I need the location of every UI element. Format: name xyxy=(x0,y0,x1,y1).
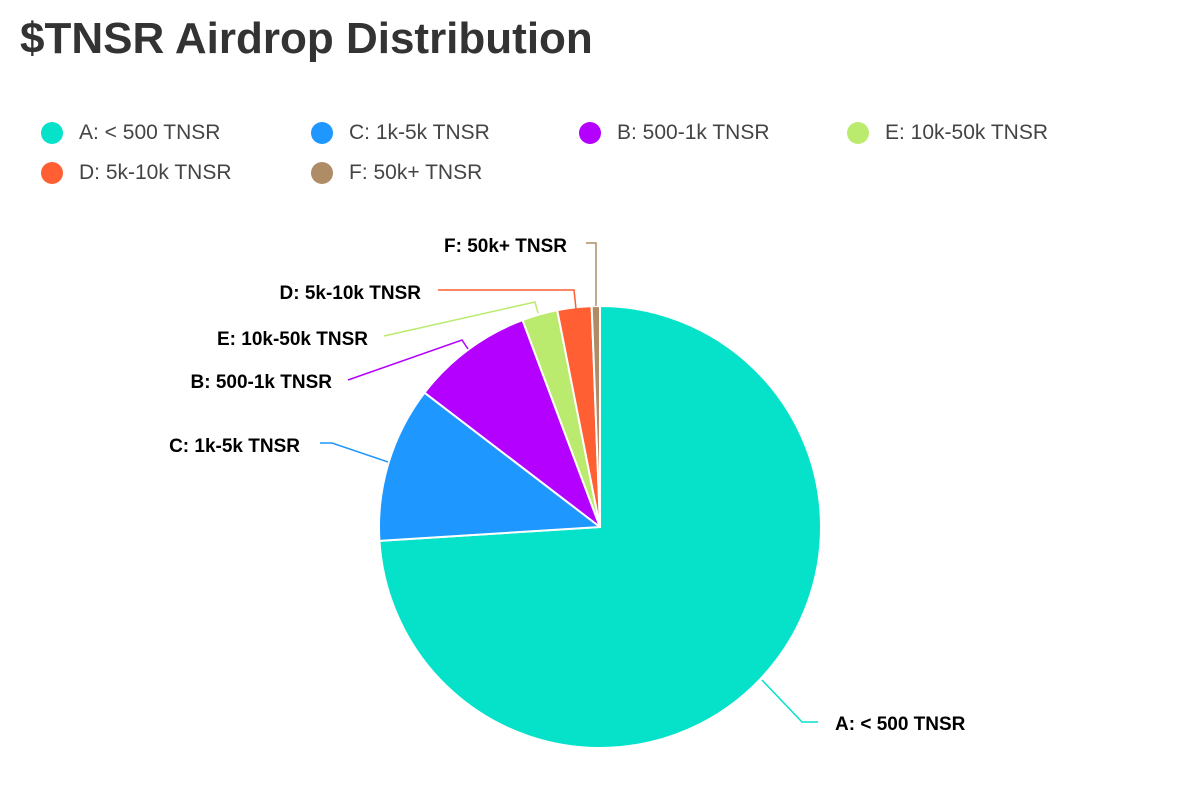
legend-swatch xyxy=(311,122,333,144)
leader-line xyxy=(383,301,539,337)
leader-line xyxy=(586,242,597,306)
legend-label: A: < 500 TNSR xyxy=(79,121,221,144)
legend-swatch xyxy=(41,162,63,184)
legend-item[interactable]: F: 50k+ TNSR xyxy=(311,161,482,185)
legend-label: D: 5k-10k TNSR xyxy=(79,161,232,184)
leader-line xyxy=(347,339,469,381)
legend-item[interactable]: C: 1k-5k TNSR xyxy=(311,121,490,145)
slice-label: D: 5k-10k TNSR xyxy=(280,283,422,304)
slice-label: A: < 500 TNSR xyxy=(835,714,966,735)
legend-swatch xyxy=(311,162,333,184)
leader-line xyxy=(438,289,577,310)
pie-slice[interactable] xyxy=(378,391,601,542)
legend-item[interactable]: D: 5k-10k TNSR xyxy=(41,161,232,185)
legend-label: C: 1k-5k TNSR xyxy=(349,121,490,144)
slice-label: C: 1k-5k TNSR xyxy=(169,436,300,457)
legend-item[interactable]: E: 10k-50k TNSR xyxy=(847,121,1048,145)
slice-label: E: 10k-50k TNSR xyxy=(217,329,368,350)
chart-title: $TNSR Airdrop Distribution xyxy=(20,14,593,63)
pie-slice[interactable] xyxy=(590,305,601,528)
slice-label: F: 50k+ TNSR xyxy=(444,236,567,257)
legend-label: E: 10k-50k TNSR xyxy=(885,121,1049,144)
legend-swatch xyxy=(41,122,63,144)
legend-item[interactable]: B: 500-1k TNSR xyxy=(579,121,770,145)
pie-slice[interactable] xyxy=(423,319,601,528)
leader-line xyxy=(320,442,389,463)
legend-swatch xyxy=(847,122,869,144)
legend-swatch xyxy=(579,122,601,144)
legend-item[interactable]: A: < 500 TNSR xyxy=(41,121,220,145)
legend-label: B: 500-1k TNSR xyxy=(617,121,770,144)
leader-line xyxy=(761,679,818,723)
legend-label: F: 50k+ TNSR xyxy=(349,161,483,184)
slice-label: B: 500-1k TNSR xyxy=(191,372,333,393)
